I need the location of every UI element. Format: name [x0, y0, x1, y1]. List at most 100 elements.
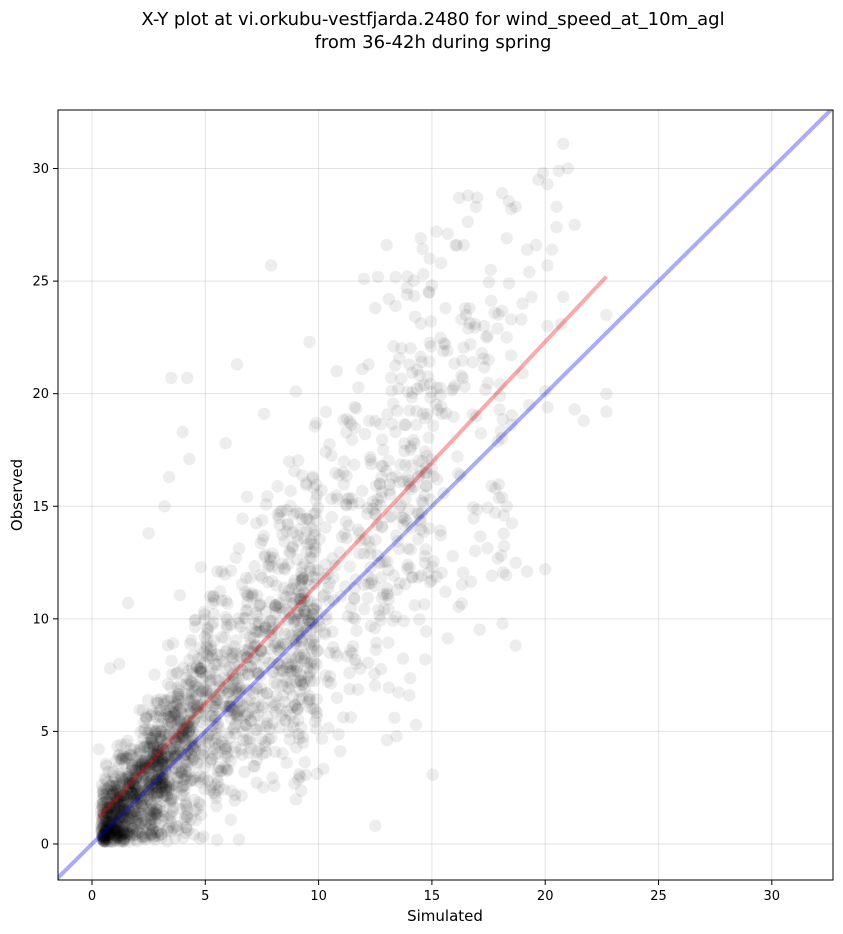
- data-point: [303, 564, 317, 578]
- data-point: [264, 643, 278, 656]
- data-point: [157, 712, 170, 725]
- data-point: [252, 649, 265, 662]
- data-point: [189, 613, 202, 626]
- data-point: [221, 687, 235, 700]
- data-point: [177, 725, 190, 738]
- data-point: [276, 747, 289, 760]
- data-point: [301, 574, 314, 587]
- data-point: [127, 822, 140, 835]
- data-point: [344, 644, 357, 657]
- data-point: [133, 806, 147, 820]
- data-point: [298, 604, 311, 617]
- data-point: [340, 412, 354, 426]
- data-point: [463, 317, 476, 330]
- data-point: [143, 780, 156, 793]
- data-point: [333, 468, 346, 482]
- data-point: [146, 824, 159, 837]
- data-point: [182, 707, 195, 721]
- data-point: [330, 489, 343, 502]
- data-point: [198, 771, 211, 784]
- data-point: [292, 713, 305, 727]
- data-point: [407, 433, 420, 447]
- data-point: [293, 693, 306, 706]
- data-point: [248, 640, 261, 653]
- data-point: [378, 555, 391, 568]
- data-point: [179, 796, 193, 810]
- data-point: [146, 752, 160, 766]
- data-point: [221, 705, 235, 718]
- data-point: [445, 384, 459, 397]
- data-point: [424, 391, 437, 404]
- data-point: [96, 818, 109, 832]
- data-point: [399, 418, 412, 432]
- data-point: [185, 676, 198, 689]
- data-point: [108, 816, 122, 830]
- data-point: [197, 830, 210, 843]
- data-point: [304, 534, 318, 547]
- data-point: [143, 740, 157, 753]
- data-point: [112, 815, 126, 828]
- data-point: [127, 821, 140, 834]
- data-point: [145, 772, 159, 785]
- data-point: [133, 825, 146, 839]
- data-point: [140, 802, 154, 815]
- data-point: [265, 628, 278, 642]
- data-point: [257, 529, 270, 543]
- data-point: [144, 818, 157, 832]
- data-point: [391, 404, 404, 417]
- data-point: [471, 191, 484, 204]
- data-point: [129, 833, 142, 846]
- data-point: [107, 811, 120, 824]
- data-point: [99, 757, 113, 771]
- data-point: [108, 780, 122, 793]
- data-point: [313, 620, 326, 633]
- data-point: [133, 757, 146, 771]
- data-point: [145, 818, 158, 832]
- data-point: [245, 586, 258, 600]
- data-point: [298, 651, 312, 665]
- data-point: [291, 701, 304, 715]
- data-point: [291, 613, 304, 626]
- data-point: [238, 611, 251, 625]
- data-point: [129, 793, 142, 806]
- data-point: [337, 455, 351, 468]
- data-point: [414, 465, 428, 478]
- data-point: [187, 741, 200, 754]
- data-point: [238, 765, 251, 779]
- data-point: [127, 801, 140, 815]
- data-point: [248, 760, 261, 773]
- data-point: [128, 804, 141, 818]
- data-point: [167, 753, 181, 766]
- data-point: [247, 760, 260, 773]
- data-point: [151, 789, 164, 803]
- data-point: [162, 710, 175, 723]
- data-point: [215, 764, 228, 777]
- data-point: [416, 455, 429, 468]
- data-point: [217, 655, 231, 669]
- data-point: [496, 617, 509, 630]
- data-point: [145, 809, 158, 822]
- data-point: [143, 793, 156, 806]
- data-point: [186, 753, 199, 767]
- data-point: [222, 673, 235, 686]
- data-point: [170, 690, 183, 703]
- data-point: [174, 728, 187, 741]
- data-point: [381, 408, 394, 421]
- data-point: [202, 729, 215, 742]
- data-point: [170, 780, 184, 793]
- data-point: [298, 605, 312, 618]
- data-point: [352, 381, 365, 394]
- data-point: [419, 411, 432, 425]
- data-point: [219, 742, 232, 755]
- data-point: [152, 768, 165, 781]
- data-point: [146, 821, 160, 835]
- x-tick-label: 30: [764, 889, 781, 904]
- data-point: [168, 736, 181, 749]
- data-point: [114, 828, 128, 841]
- data-point: [441, 227, 454, 240]
- data-point: [395, 342, 408, 355]
- data-point: [97, 831, 110, 844]
- data-point: [151, 748, 164, 762]
- data-point: [180, 803, 194, 816]
- data-point: [184, 637, 197, 650]
